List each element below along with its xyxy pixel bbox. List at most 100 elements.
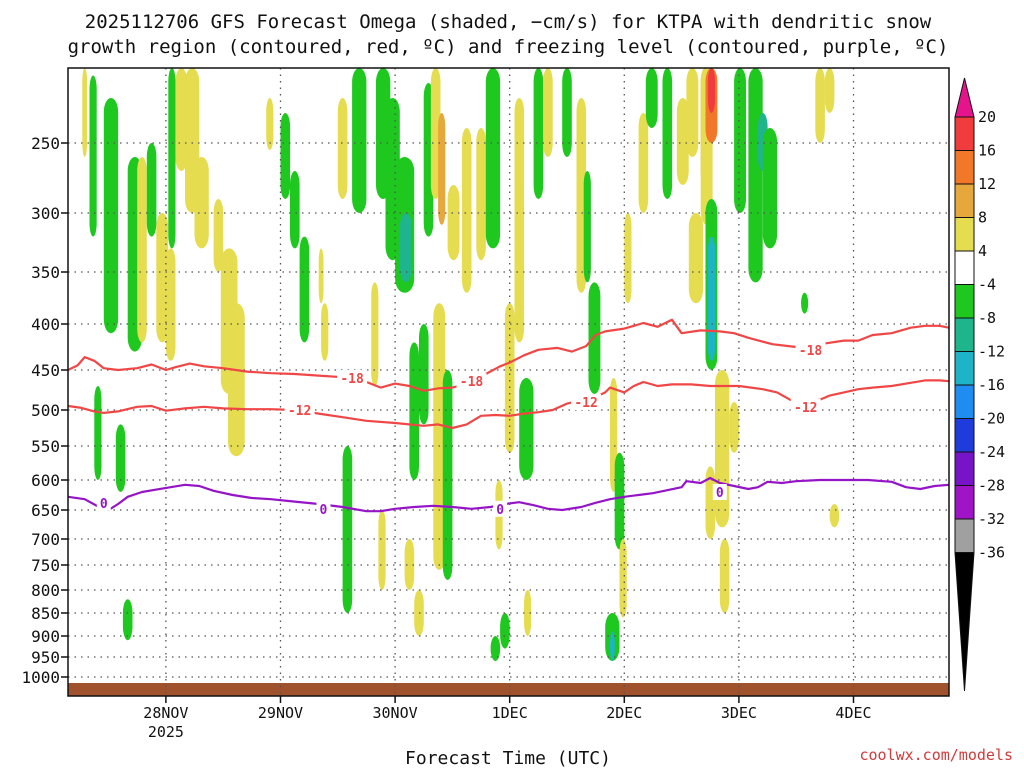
omega-shading [82,68,840,661]
omega-region [686,68,699,157]
omega-region [734,68,746,213]
contour-label-bg [571,394,602,410]
y-tick-label: 800 [31,581,60,600]
omega-region [82,68,88,157]
credit-link[interactable]: coolwx.com/models [859,746,1013,764]
colorbar-level-label: -4 [978,276,996,294]
y-tick-label: 450 [31,361,60,380]
omega-region [419,324,429,425]
colorbar-bin [954,317,975,352]
omega-region [156,213,169,343]
omega-region [175,68,188,171]
omega-region [228,303,245,457]
contours: -18 -18 -18 -12 -12 -12 0 0 0 0 [68,318,949,518]
y-tick-label: 500 [31,401,60,420]
colorbar-level-label: -20 [978,410,1005,428]
omega-region [485,68,501,249]
omega-region [490,636,501,661]
colorbar-level-label: -32 [978,510,1005,528]
y-tick-label: 1000 [21,668,60,687]
contour-label-bg [456,373,487,390]
omega-region [676,98,689,185]
colorbar-bin [954,518,975,553]
omega-region [447,185,460,261]
x-tick-label: 28NOV [143,704,188,722]
colorbar-min-arrow [954,552,975,692]
colorbar-bin [954,418,975,453]
contour-label-bg [316,500,331,517]
omega-region [461,128,472,293]
omega-region [707,236,716,361]
omega-region [562,68,572,157]
omega-region [638,113,649,213]
contour-label-bg [493,500,508,517]
contour-label: -12 [794,401,817,416]
omega-region [399,213,412,283]
colorbar-bin [954,217,975,252]
omega-region [165,248,176,361]
omega-region [707,68,716,113]
y-tick-label: 900 [31,627,60,646]
omega-region [748,68,763,283]
contour-label: 0 [100,497,108,512]
omega-region [662,68,673,199]
colorbar-level-label: -36 [978,544,1005,562]
omega-region [280,113,291,199]
y-tick-label: 650 [31,501,60,520]
omega-region [645,68,658,128]
omega-region [829,504,840,528]
x-tick-label: 30NOV [373,704,418,722]
contour-label: -18 [340,372,364,387]
y-tick-label: 350 [31,263,60,282]
y-tick-label: 850 [31,604,60,623]
colorbar-level-label: 16 [978,142,996,160]
y-tick-label: 600 [31,471,60,490]
y-tick-label: 950 [31,648,60,667]
omega-region [624,213,632,304]
omega-region [504,303,515,453]
x-tick-label: 3DEC [721,704,757,722]
colorbar-bin [954,284,975,319]
plot-area: -18 -18 -18 -12 -12 -12 0 0 0 0 [67,67,950,697]
omega-region [94,386,102,480]
ground-surface [68,683,949,696]
contour-label-bg [712,484,727,500]
omega-region [122,599,133,641]
omega-region [476,128,486,261]
omega-region [815,68,825,143]
x-tick-label: 1DEC [492,704,528,722]
omega-region [519,378,534,480]
omega-region [688,213,704,304]
contour-label-bg [96,494,111,511]
contour-label-bg [284,402,315,418]
omega-region [115,424,126,492]
x-tick-sublabel: 2025 [148,723,184,741]
omega-region [514,98,525,343]
omega-region [194,157,209,249]
colorbar-level-label: 12 [978,175,996,193]
contour-label: 0 [496,503,504,518]
x-tick-label: 29NOV [258,704,303,722]
omega-region [500,613,510,649]
snow-growth-contour [68,318,949,392]
omega-region [103,98,119,334]
chart-title-line-1: 2025112706 GFS Forecast Omega (shaded, −… [85,11,932,33]
contour-label: -12 [288,404,311,419]
omega-region [404,539,415,590]
colorbar-level-label: -24 [978,443,1005,461]
contour-label: -12 [574,396,597,411]
omega-region [146,143,157,237]
omega-region [371,282,379,386]
omega-region [715,370,730,528]
omega-region [137,157,147,343]
omega-region [610,631,615,661]
omega-region [409,342,419,480]
colorbar-bin [954,150,975,185]
omega-region [824,68,835,113]
omega-region [321,303,329,361]
ground-strip [68,683,949,696]
x-tick-label: 2DEC [606,704,642,722]
contour-label: -18 [799,344,823,359]
omega-region [543,68,553,157]
